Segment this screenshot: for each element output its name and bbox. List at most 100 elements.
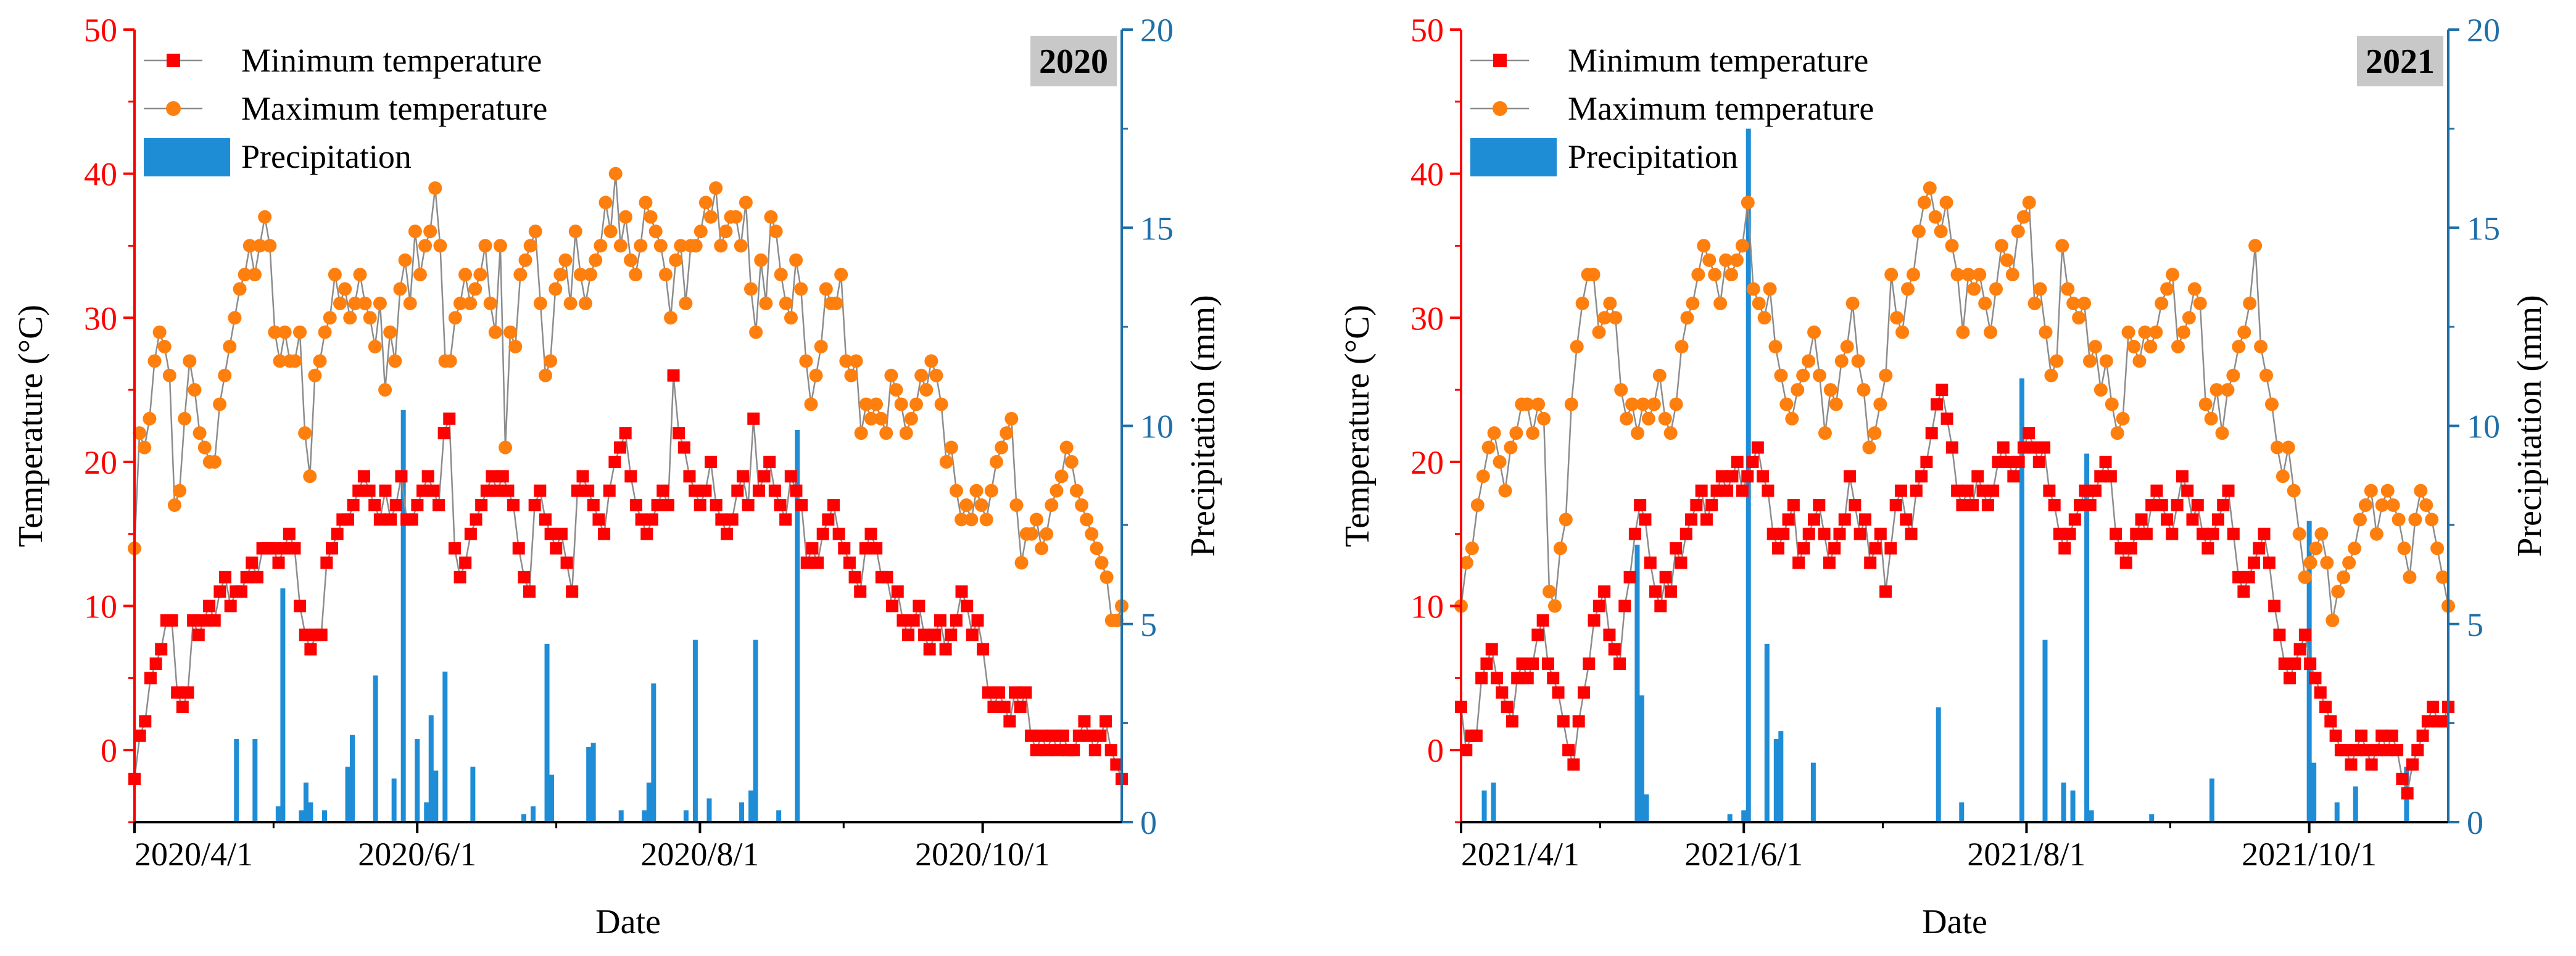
min-temp-point — [1721, 484, 1734, 497]
max-temp-point — [1757, 311, 1771, 325]
max-temp-point — [338, 282, 352, 296]
min-temp-point — [1966, 499, 1979, 511]
min-temp-point — [961, 600, 974, 612]
max-temp-point — [1109, 613, 1124, 627]
max-temp-point — [2011, 225, 2025, 239]
max-temp-point — [2116, 411, 2130, 426]
max-temp-point — [955, 513, 969, 527]
min-temp-point — [645, 513, 658, 526]
min-temp-markers — [1455, 384, 2454, 800]
min-temp-point — [864, 527, 877, 540]
max-temp-point — [558, 253, 573, 267]
min-temp-point — [966, 628, 979, 641]
max-temp-point — [268, 325, 282, 339]
min-temp-point — [1659, 571, 1672, 583]
max-temp-point — [238, 268, 252, 282]
min-temp-point — [1936, 384, 1949, 397]
max-temp-point — [133, 426, 147, 440]
min-temp-point — [139, 715, 152, 728]
precip-bar — [521, 814, 526, 822]
max-temp-point — [1973, 268, 1987, 282]
max-temp-point — [2000, 253, 2014, 267]
min-temp-point — [1874, 527, 1887, 540]
min-temp-point — [726, 513, 739, 526]
max-temp-point — [894, 397, 908, 411]
max-temp-point — [563, 296, 578, 310]
min-temp-point — [677, 441, 690, 454]
min-temp-point — [2130, 527, 2143, 540]
min-temp-point — [2411, 744, 2424, 757]
min-temp-point — [1511, 672, 1524, 685]
max-temp-point — [709, 181, 723, 195]
min-temp-point — [550, 542, 563, 555]
precipitation-bars — [234, 410, 800, 822]
max-temp-point — [2182, 311, 2196, 325]
precip-bar — [1639, 695, 1644, 822]
max-temp-point — [2298, 570, 2312, 584]
max-temp-point — [1075, 498, 1089, 512]
max-temp-point — [1994, 239, 2008, 253]
max-temp-point — [879, 426, 893, 440]
min-temp-point — [1019, 686, 1032, 699]
min-temp-point — [848, 571, 861, 583]
max-temp-point — [1498, 484, 1512, 498]
min-temp-point — [1910, 484, 1923, 497]
max-temp-point — [178, 411, 192, 426]
x-ticks: 2020/4/1 2020/6/1 2020/8/1 2020/10/1 — [133, 822, 1050, 873]
max-temp-point — [1100, 570, 1114, 584]
max-temp-point — [819, 282, 833, 296]
max-temp-point — [303, 469, 317, 484]
max-temp-point — [1768, 340, 1783, 353]
max-temp-point — [1663, 426, 1678, 440]
min-temp-point — [2002, 455, 2015, 468]
min-temp-point — [977, 643, 990, 656]
min-temp-point — [453, 571, 466, 583]
min-temp-point — [1598, 585, 1611, 598]
x-tick-label: 2020/4/1 — [135, 836, 253, 873]
min-temp-point — [1889, 499, 1902, 511]
max-temp-point — [759, 296, 773, 310]
min-temp-point — [219, 571, 232, 583]
max-temp-point — [568, 225, 582, 239]
min-temp-point — [1104, 744, 1117, 757]
min-temp-point — [320, 556, 333, 569]
max-temp-point — [453, 296, 467, 310]
min-temp-point — [1828, 542, 1841, 555]
legend-precip-label: Precipitation — [241, 138, 412, 175]
right-tick-label: 5 — [2467, 606, 2483, 643]
max-temp-point — [2425, 513, 2439, 527]
max-temp-point — [2292, 527, 2306, 541]
max-temp-point — [1564, 397, 1578, 411]
min-temp-point — [368, 499, 381, 511]
min-temp-point — [1628, 527, 1641, 540]
min-temp-point — [133, 729, 146, 742]
min-temp-point — [144, 672, 157, 685]
min-temp-point — [2406, 758, 2419, 771]
max-temp-point — [1675, 340, 1689, 353]
min-temp-point — [1557, 715, 1570, 728]
max-temp-point — [629, 268, 643, 282]
min-temp-point — [822, 513, 835, 526]
max-temp-point — [2044, 368, 2058, 382]
legend-min-label: Minimum temperature — [241, 42, 542, 79]
min-temp-point — [934, 614, 946, 627]
max-temp-point — [223, 340, 237, 353]
min-temp-point — [880, 571, 893, 583]
min-temp-point — [2237, 585, 2250, 598]
precip-bar — [373, 675, 378, 822]
min-temp-point — [571, 484, 584, 497]
precip-bar — [739, 802, 745, 822]
max-temp-point — [2375, 498, 2389, 512]
min-temp-point — [1915, 470, 1928, 483]
min-temp-point — [234, 585, 247, 598]
min-temp-point — [651, 499, 664, 511]
min-temp-point — [2375, 729, 2388, 742]
min-temp-markers — [128, 369, 1128, 785]
precip-bar — [1741, 810, 1747, 822]
max-temp-point — [1493, 455, 1507, 469]
min-temp-point — [272, 556, 285, 569]
min-temp-point — [2380, 744, 2393, 757]
min-temp-point — [1715, 470, 1728, 483]
max-temp-point — [2276, 469, 2290, 484]
max-temp-point — [1029, 513, 1043, 527]
